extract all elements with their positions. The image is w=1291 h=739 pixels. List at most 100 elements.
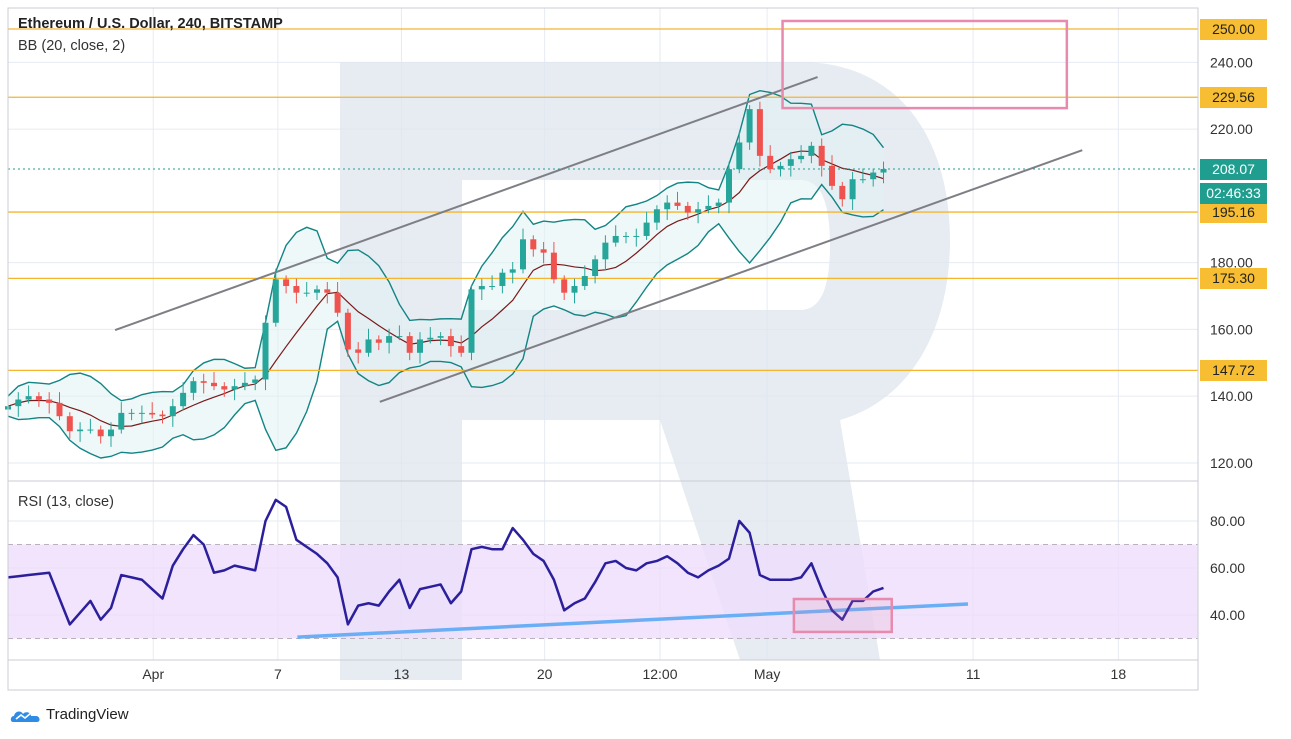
candle-body (674, 202, 681, 206)
candle-body (602, 242, 609, 260)
candle-body (829, 165, 835, 186)
candle-body (447, 336, 454, 347)
price-pane (5, 19, 1198, 459)
candle-body (87, 429, 94, 431)
candle-body (128, 412, 135, 414)
candle-body (705, 205, 712, 210)
candle-body (777, 165, 784, 170)
candle-body (787, 159, 794, 166)
candle-body (221, 386, 228, 390)
candle-body (859, 179, 866, 181)
time-tick-label: 18 (1111, 666, 1127, 682)
bb-indicator-label[interactable]: BB (20, close, 2) (18, 38, 126, 54)
price-tick-label: 120.00 (1210, 455, 1253, 471)
bar-countdown-tag: 02:46:33 (1200, 182, 1267, 204)
candle-body (499, 272, 506, 287)
candle-body (818, 145, 825, 166)
candle-body (159, 414, 166, 417)
candle-body (870, 172, 877, 180)
candle-body (715, 202, 722, 206)
candle-body (365, 339, 372, 353)
candle-body (200, 381, 207, 383)
channel-line-lower (379, 149, 1083, 403)
chart-frame (7, 7, 1199, 691)
time-tick-label: 11 (966, 666, 981, 682)
candle-body (880, 168, 887, 173)
time-tick-label: Apr (142, 666, 164, 682)
candle-body (592, 259, 599, 277)
candle-body (808, 145, 815, 156)
candle-body (334, 292, 341, 313)
candle-body (427, 337, 434, 340)
candle-body (664, 202, 671, 210)
rsi-trendline (297, 602, 969, 639)
level-price-tag: 250.00 (1200, 19, 1267, 40)
candle-body (180, 392, 187, 407)
time-tick-label: 7 (274, 666, 282, 682)
bb-basis-line (7, 150, 884, 428)
candle-body (478, 286, 485, 290)
rsi-indicator-label[interactable]: RSI (13, close) (18, 494, 114, 510)
price-tick-label: 160.00 (1210, 321, 1253, 337)
candle-body (97, 429, 104, 437)
chart-title: Ethereum / U.S. Dollar, 240, BITSTAMP (18, 16, 283, 32)
candle-body (571, 286, 578, 293)
candle-body (262, 322, 269, 380)
price-tick-label: 140.00 (1210, 388, 1253, 404)
candle-body (46, 399, 53, 403)
candle-body (138, 412, 145, 414)
candle-body (653, 209, 660, 223)
candle-body (149, 412, 156, 415)
price-tick-label: 220.00 (1210, 121, 1253, 137)
candle-body (35, 396, 42, 400)
rsi-pane (7, 498, 1198, 639)
tradingview-cloud-icon (10, 711, 40, 722)
candle-body (344, 312, 351, 350)
target-zone-box (781, 19, 1069, 110)
candle-body (108, 429, 114, 437)
current-price-tag: 208.07 (1200, 158, 1267, 180)
candle-body (252, 379, 259, 383)
candle-body (406, 336, 413, 353)
candle-body (190, 381, 197, 393)
candle-body (736, 142, 743, 170)
candle-body (293, 286, 300, 293)
candle-body (15, 399, 22, 407)
candle-body (849, 179, 856, 200)
candle-body (25, 396, 32, 400)
tradingview-logo[interactable]: TradingView (10, 706, 129, 723)
rsi-tick-label: 40.00 (1210, 607, 1245, 623)
rsi-zone-box (792, 597, 893, 634)
candle-body (726, 169, 732, 203)
candle-body (540, 249, 547, 253)
candle-body (77, 429, 84, 432)
rsi-band (8, 544, 1198, 639)
candle-body (839, 185, 846, 200)
candle-body (386, 336, 393, 343)
candle-body (314, 289, 320, 293)
axes: Apr 7 13 20 12:00 May 11 18 240.00 220.00 180.00 16… (142, 54, 1253, 682)
candle-body (211, 382, 217, 387)
candle-body (520, 239, 526, 270)
candle-body (612, 235, 619, 243)
candle-body (798, 155, 805, 160)
candle-body (684, 205, 691, 213)
level-price-tag: 195.16 (1200, 202, 1267, 224)
candle-body (241, 382, 248, 387)
candle-body (231, 386, 238, 390)
candle-body (396, 336, 403, 338)
bb-lower-line (7, 183, 884, 459)
level-price-tag: 175.30 (1200, 268, 1267, 290)
candle-body (489, 286, 496, 288)
candle-body (509, 269, 516, 273)
candle-body (66, 416, 73, 432)
candle-body (746, 109, 753, 143)
candle-body (417, 339, 423, 353)
candle-body (530, 239, 537, 250)
candle-body (375, 339, 382, 343)
candle-body (695, 209, 702, 213)
rsi-tick-label: 80.00 (1210, 513, 1245, 529)
time-tick-label: May (754, 666, 780, 682)
candle-body (437, 336, 444, 338)
